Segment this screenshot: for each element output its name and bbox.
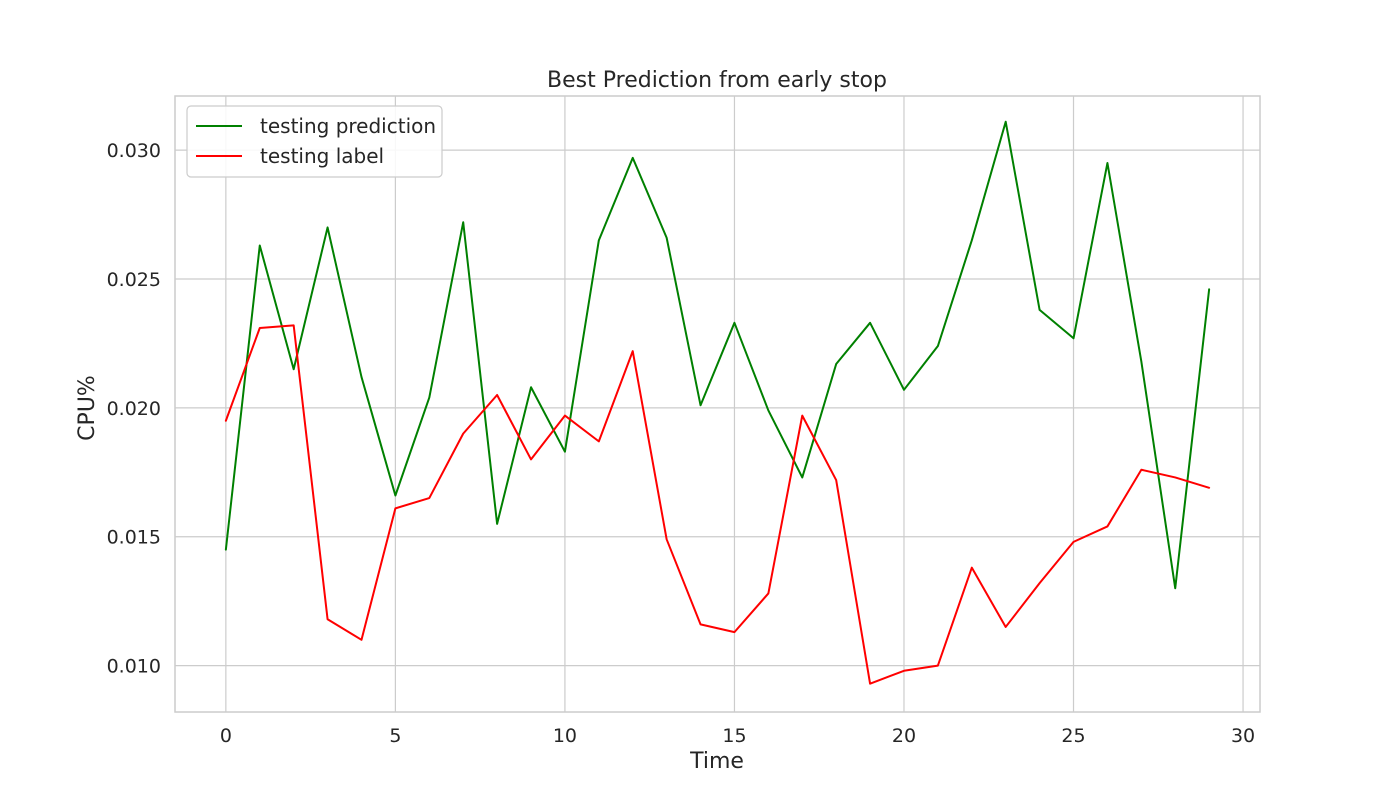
x-tick-label: 15 [722,725,746,747]
legend: testing prediction testing label [186,105,443,178]
x-tick-label: 25 [1061,725,1085,747]
x-tick-label: 30 [1231,725,1255,747]
y-tick-label: 0.020 [107,398,161,420]
x-tick-label: 5 [389,725,401,747]
x-axis-label: Time [689,749,744,774]
chart-title: Best Prediction from early stop [547,68,887,93]
legend-label-testing-label: testing label [260,144,384,168]
series-line-testing-prediction [224,120,1211,590]
y-axis-label: CPU% [75,375,100,441]
y-tick-label: 0.030 [107,140,161,162]
y-tick-label: 0.025 [107,269,161,291]
legend-box [186,105,443,178]
plot-frame [174,95,1261,713]
x-tick-label: 10 [553,725,577,747]
y-tick-label: 0.015 [107,527,161,549]
grid-lines [175,96,1260,712]
y-tick-label: 0.010 [107,656,161,678]
series-line-testing-label [224,324,1211,685]
x-tick-label: 0 [220,725,232,747]
tick-labels: 0 5 10 15 20 25 30 0.010 0.015 0.020 0.025 0.030 [107,140,1256,747]
series-layer [224,120,1211,685]
legend-label-testing-prediction: testing prediction [260,114,436,138]
x-tick-label: 20 [892,725,916,747]
